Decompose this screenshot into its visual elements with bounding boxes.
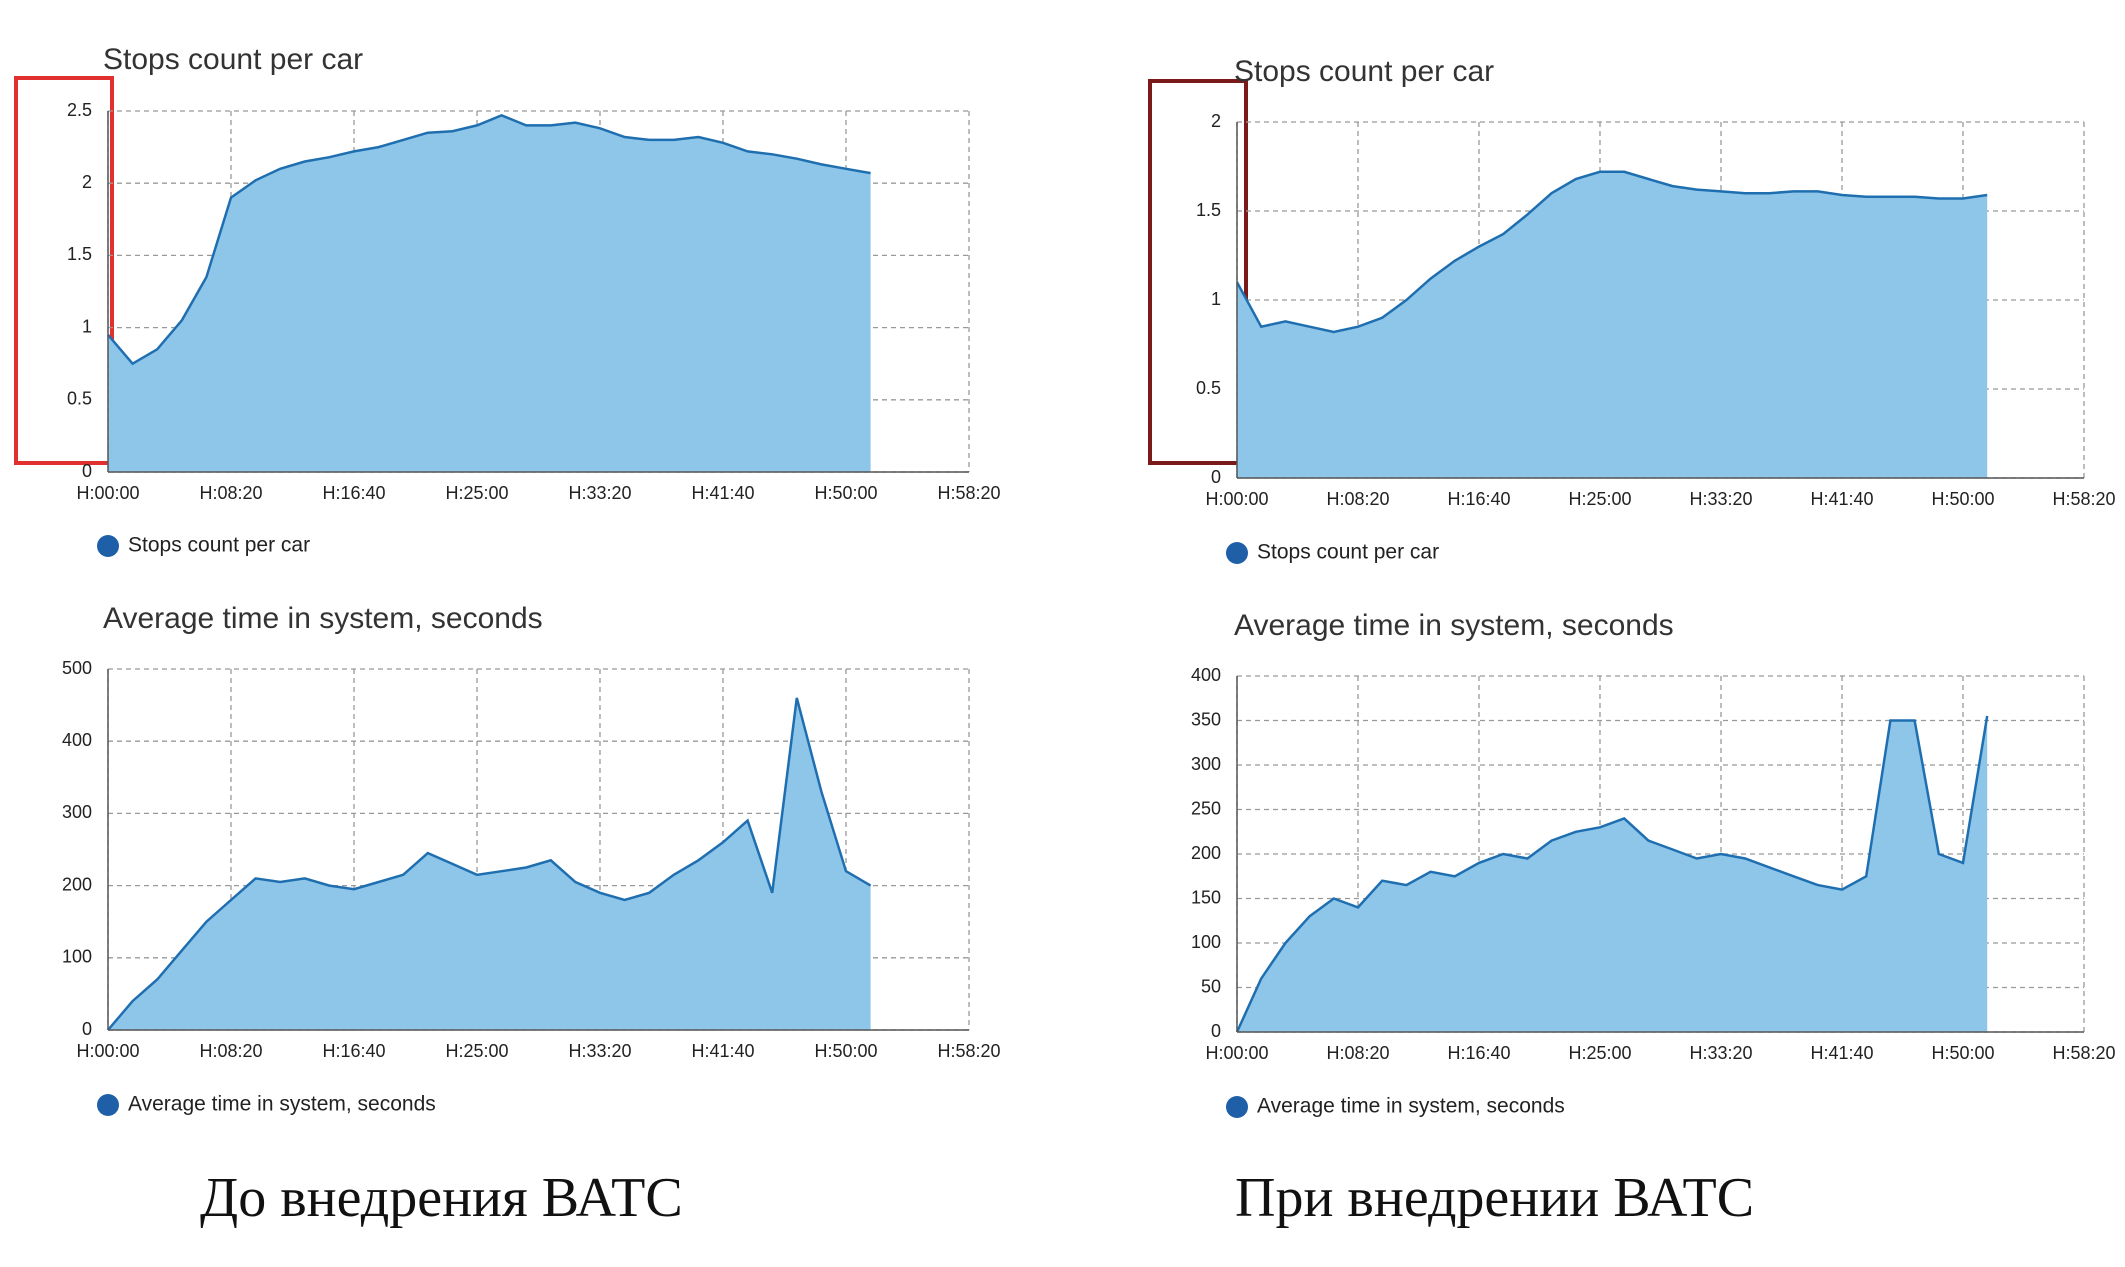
area-line	[1235, 170, 1988, 334]
x-tick-label: H:41:40	[1810, 1043, 1873, 1063]
area-fill	[108, 115, 871, 473]
x-tick-label: H:08:20	[199, 483, 262, 503]
y-tick-label: 0	[82, 1019, 92, 1039]
x-tick-label: H:00:00	[1205, 1043, 1268, 1063]
x-tick-label: H:58:20	[2052, 1043, 2115, 1063]
x-tick-label: H:00:00	[1205, 489, 1268, 509]
y-tick-label: 300	[62, 802, 92, 822]
y-tick-label: 2	[1211, 111, 1221, 131]
x-tick-label: H:41:40	[691, 483, 754, 503]
x-tick-label: H:33:20	[1689, 489, 1752, 509]
legend-marker	[97, 1094, 119, 1116]
chart-title: Average time in system, seconds	[103, 602, 543, 635]
y-tick-label: 200	[62, 874, 92, 894]
x-tick-label: H:41:40	[1810, 489, 1873, 509]
x-tick-label: H:00:00	[76, 1041, 139, 1061]
y-tick-label: 200	[1191, 843, 1221, 863]
area-line	[1235, 715, 1989, 1033]
y-tick-label: 400	[62, 730, 92, 750]
y-tick-label: 400	[1191, 665, 1221, 685]
legend-label: Stops count per car	[128, 534, 310, 557]
area-fill	[1237, 171, 1988, 479]
y-tick-label: 250	[1191, 798, 1221, 818]
x-tick-label: H:58:20	[937, 483, 1000, 503]
caption: До внедрения ВАТС	[200, 1167, 683, 1229]
x-tick-label: H:16:40	[1447, 1043, 1510, 1063]
x-tick-label: H:08:20	[1326, 489, 1389, 509]
legend-marker	[1226, 542, 1248, 564]
legend-label: Average time in system, seconds	[1257, 1095, 1565, 1118]
x-tick-label: H:08:20	[1326, 1043, 1389, 1063]
x-tick-label: H:33:20	[568, 483, 631, 503]
y-tick-label: 150	[1191, 887, 1221, 907]
x-tick-label: H:50:00	[814, 483, 877, 503]
x-tick-label: H:25:00	[445, 1041, 508, 1061]
caption: При внедрении ВАТС	[1235, 1167, 1754, 1229]
y-tick-label: 100	[1191, 932, 1221, 952]
x-tick-label: H:16:40	[322, 1041, 385, 1061]
area-fill	[108, 697, 871, 1030]
legend-marker	[97, 535, 119, 557]
x-tick-label: H:58:20	[2052, 489, 2115, 509]
y-tick-label: 500	[62, 658, 92, 678]
x-tick-label: H:25:00	[1568, 489, 1631, 509]
y-tick-label: 1	[1211, 289, 1221, 309]
x-tick-label: H:33:20	[568, 1041, 631, 1061]
x-tick-label: H:25:00	[445, 483, 508, 503]
y-tick-label: 100	[62, 947, 92, 967]
highlight-box	[1148, 79, 1248, 465]
y-tick-label: 0	[1211, 1021, 1221, 1041]
x-tick-label: H:08:20	[199, 1041, 262, 1061]
highlight-box	[14, 76, 114, 465]
area-line	[107, 697, 872, 1031]
y-tick-label: 2.5	[67, 100, 92, 120]
legend-label: Average time in system, seconds	[128, 1093, 436, 1116]
x-tick-label: H:50:00	[1931, 1043, 1994, 1063]
chart-title: Stops count per car	[103, 43, 363, 76]
x-tick-label: H:16:40	[1447, 489, 1510, 509]
y-tick-label: 0	[82, 461, 92, 481]
x-tick-label: H:25:00	[1568, 1043, 1631, 1063]
x-tick-label: H:50:00	[1931, 489, 1994, 509]
x-tick-label: H:33:20	[1689, 1043, 1752, 1063]
y-tick-label: 350	[1191, 709, 1221, 729]
area-line	[107, 113, 871, 366]
x-tick-label: H:58:20	[937, 1041, 1000, 1061]
y-tick-label: 300	[1191, 754, 1221, 774]
x-tick-label: H:16:40	[322, 483, 385, 503]
x-tick-label: H:41:40	[691, 1041, 754, 1061]
legend-label: Stops count per car	[1257, 541, 1439, 564]
y-tick-label: 1	[82, 316, 92, 336]
area-fill	[1237, 716, 1988, 1032]
legend-marker	[1226, 1096, 1248, 1118]
y-tick-label: 0.5	[67, 389, 92, 409]
x-tick-label: H:50:00	[814, 1041, 877, 1061]
y-tick-label: 0.5	[1196, 378, 1221, 398]
y-tick-label: 1.5	[1196, 200, 1221, 220]
chart-title: Stops count per car	[1234, 55, 1494, 88]
y-tick-label: 2	[82, 172, 92, 192]
x-tick-label: H:00:00	[76, 483, 139, 503]
y-tick-label: 0	[1211, 467, 1221, 487]
y-tick-label: 1.5	[67, 244, 92, 264]
chart-title: Average time in system, seconds	[1234, 609, 1674, 642]
y-tick-label: 50	[1201, 976, 1221, 996]
